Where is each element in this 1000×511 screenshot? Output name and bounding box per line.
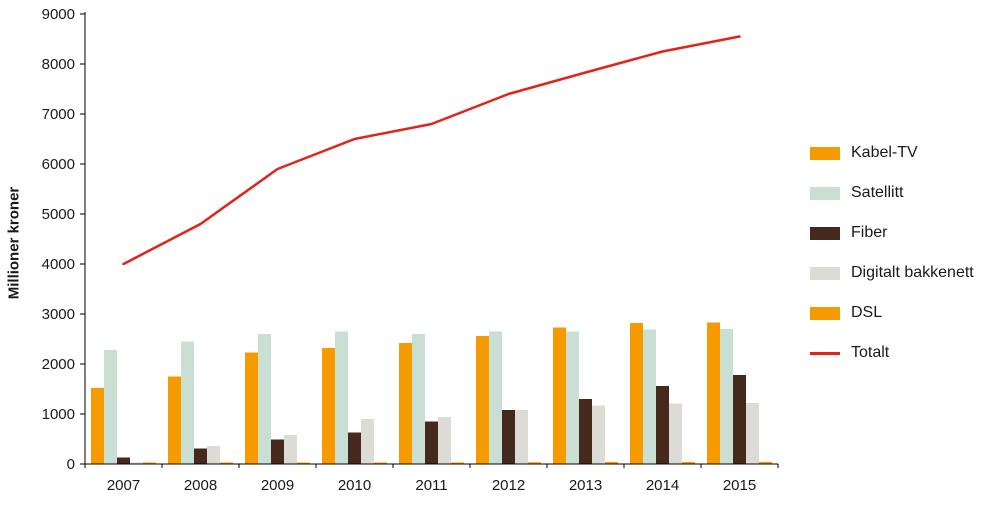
legend-swatch-kabel-tv (810, 146, 840, 160)
legend-label-kabel-tv: Kabel-TV (851, 144, 918, 161)
bar-digitalt-bakkenett-2015 (746, 403, 759, 464)
y-tick-label: 7000 (42, 106, 75, 123)
legend-swatch-digitalt-bakkenett (810, 266, 840, 280)
y-tick-label: 3000 (42, 306, 75, 323)
bar-dsl-2012 (528, 462, 541, 464)
bar-fiber-2014 (656, 386, 669, 464)
bar-kabel-tv-2011 (399, 343, 412, 464)
bar-fiber-2012 (502, 410, 515, 464)
y-tick-label: 2000 (42, 356, 75, 373)
legend: Kabel-TV Satellitt Fiber Digitalt bakkenett… (810, 143, 995, 383)
bar-satellitt-2010 (335, 331, 348, 464)
chart-plot-area: 0 1000 2000 3000 4000 5000 6000 7000 8000 9000 200… (42, 6, 779, 494)
x-tick-label: 2014 (646, 477, 679, 494)
legend-line-totalt (810, 351, 840, 355)
y-tick-label: 0 (67, 456, 75, 473)
legend-item-dsl: DSL (810, 303, 995, 323)
bar-digitalt-bakkenett-2014 (669, 403, 682, 464)
legend-label-satellitt: Satellitt (851, 184, 904, 201)
bar-fiber-2008 (194, 448, 207, 464)
y-tick-label: 1000 (42, 406, 75, 423)
bar-digitalt-bakkenett-2007 (130, 462, 143, 464)
y-axis-title: Millioner kroner (5, 186, 23, 300)
y-tick-label: 4000 (42, 256, 75, 273)
y-tick-label: 5000 (42, 206, 75, 223)
bar-digitalt-bakkenett-2010 (361, 419, 374, 464)
legend-item-totalt: Totalt (810, 343, 995, 363)
legend-label-totalt: Totalt (851, 344, 890, 361)
bar-digitalt-bakkenett-2012 (515, 410, 528, 464)
bar-satellitt-2013 (566, 331, 579, 464)
x-tick-label: 2011 (415, 477, 447, 494)
bar-kabel-tv-2009 (245, 352, 258, 464)
x-tick-label: 2012 (492, 477, 525, 494)
legend-swatch-dsl (810, 306, 840, 320)
bar-dsl-2013 (605, 462, 618, 464)
bar-fiber-2013 (579, 399, 592, 464)
y-tick-label: 8000 (42, 56, 75, 73)
bar-dsl-2011 (451, 462, 464, 464)
legend-item-fiber: Fiber (810, 223, 995, 243)
bar-satellitt-2011 (412, 334, 425, 464)
bar-digitalt-bakkenett-2011 (438, 417, 451, 464)
bar-kabel-tv-2013 (553, 327, 566, 464)
bar-fiber-2007 (117, 457, 130, 464)
bar-satellitt-2015 (720, 329, 733, 464)
legend-item-kabel-tv: Kabel-TV (810, 143, 995, 163)
bar-satellitt-2008 (181, 341, 194, 464)
bar-dsl-2007 (143, 462, 156, 464)
x-tick-label: 2009 (261, 477, 294, 494)
bar-fiber-2015 (733, 375, 746, 464)
bar-kabel-tv-2010 (322, 348, 335, 464)
legend-item-satellitt: Satellitt (810, 183, 995, 203)
bar-fiber-2011 (425, 421, 438, 464)
bar-satellitt-2012 (489, 331, 502, 464)
bar-kabel-tv-2012 (476, 336, 489, 464)
bar-dsl-2014 (682, 462, 695, 464)
y-tick-label: 9000 (42, 6, 75, 23)
bar-kabel-tv-2014 (630, 323, 643, 464)
bar-kabel-tv-2015 (707, 322, 720, 464)
bar-digitalt-bakkenett-2009 (284, 435, 297, 464)
bar-dsl-2009 (297, 462, 310, 464)
x-tick-label: 2008 (184, 477, 217, 494)
legend-label-fiber: Fiber (851, 224, 888, 241)
bar-dsl-2008 (220, 462, 233, 464)
bar-kabel-tv-2007 (91, 388, 104, 464)
x-tick-label: 2007 (107, 477, 140, 494)
legend-label-digitalt-bakkenett: Digitalt bakkenett (851, 264, 974, 281)
legend-label-dsl: DSL (851, 304, 883, 321)
x-tick-label: 2013 (569, 477, 602, 494)
bar-satellitt-2014 (643, 329, 656, 464)
bar-dsl-2010 (374, 462, 387, 464)
legend-item-digitalt-bakkenett: Digitalt bakkenett (810, 263, 995, 283)
line-totalt (122, 35, 741, 266)
bar-kabel-tv-2008 (168, 376, 181, 464)
bar-satellitt-2007 (104, 350, 117, 464)
y-tick-label: 6000 (42, 156, 75, 173)
legend-swatch-satellitt (810, 186, 840, 200)
bar-digitalt-bakkenett-2008 (207, 446, 220, 464)
bar-dsl-2015 (759, 462, 772, 464)
legend-swatch-fiber (810, 226, 840, 240)
x-tick-label: 2010 (338, 477, 371, 494)
bar-satellitt-2009 (258, 334, 271, 464)
bar-fiber-2009 (271, 439, 284, 464)
bar-digitalt-bakkenett-2013 (592, 405, 605, 464)
bar-fiber-2010 (348, 432, 361, 464)
x-tick-label: 2015 (723, 477, 756, 494)
